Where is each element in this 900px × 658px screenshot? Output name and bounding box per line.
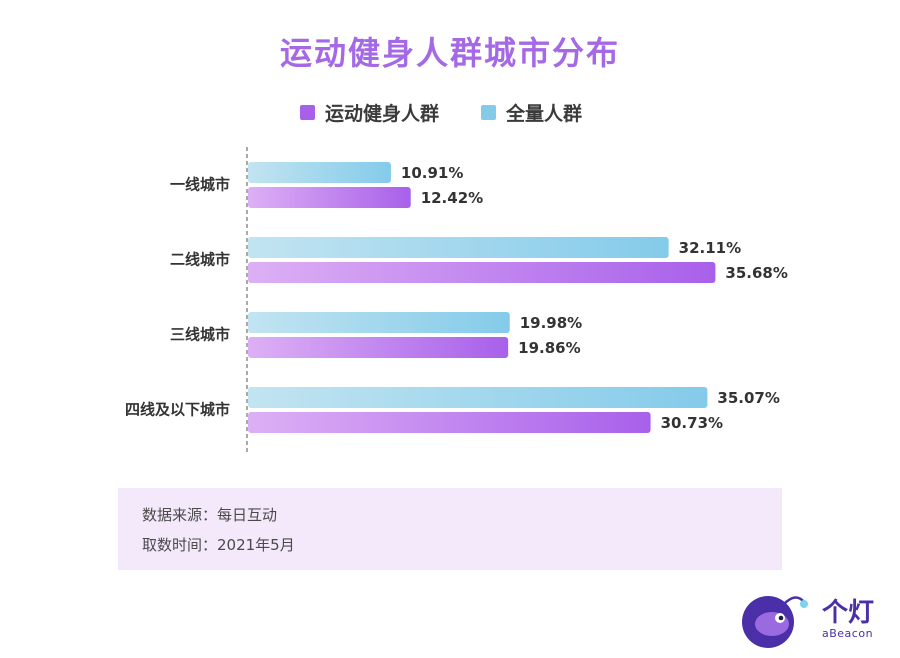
bar-fitness <box>248 262 716 283</box>
bar-fitness <box>248 337 509 358</box>
data-time: 取数时间：2021年5月 <box>142 536 295 554</box>
data-label-all: 35.07% <box>717 389 779 407</box>
category-label: 一线城市 <box>170 176 230 194</box>
data-label-fitness: 19.86% <box>518 339 580 357</box>
fish-mascot-icon <box>742 596 808 648</box>
source-note: 数据来源：每日互动 取数时间：2021年5月 <box>118 488 782 570</box>
legend-swatch-fitness <box>300 104 315 120</box>
bar-all <box>248 312 510 333</box>
legend-item-fitness: 运动健身人群 <box>300 99 439 126</box>
category-label: 三线城市 <box>170 326 230 344</box>
data-label-fitness: 30.73% <box>661 414 723 432</box>
data-source: 数据来源：每日互动 <box>142 506 278 524</box>
logo-name: 个灯 <box>822 598 875 628</box>
legend-item-all: 全量人群 <box>481 99 582 126</box>
bar-all <box>248 237 669 258</box>
bar-fitness <box>248 187 411 208</box>
bar-chart: 一线城市 10.91% 12.42% 二线城市 32.11% 35.68% 三线城市 19.9… <box>125 147 788 452</box>
bar-all <box>248 162 391 183</box>
legend-swatch-all <box>481 104 497 120</box>
category-label: 二线城市 <box>170 251 230 269</box>
logo-sub: aBeacon <box>822 627 874 640</box>
data-label-all: 32.11% <box>679 239 741 257</box>
data-label-all: 10.91% <box>401 164 463 182</box>
category-label: 四线及以下城市 <box>125 401 230 419</box>
bar-fitness <box>248 412 651 433</box>
data-label-fitness: 35.68% <box>725 264 787 282</box>
legend-label-fitness: 运动健身人群 <box>325 102 440 125</box>
data-label-all: 19.98% <box>520 314 582 332</box>
data-label-fitness: 12.42% <box>421 189 483 207</box>
legend: 运动健身人群 全量人群 <box>300 99 582 126</box>
bar-all <box>248 387 708 408</box>
legend-label-all: 全量人群 <box>506 102 583 125</box>
chart-title: 运动健身人群城市分布 <box>279 34 620 72</box>
